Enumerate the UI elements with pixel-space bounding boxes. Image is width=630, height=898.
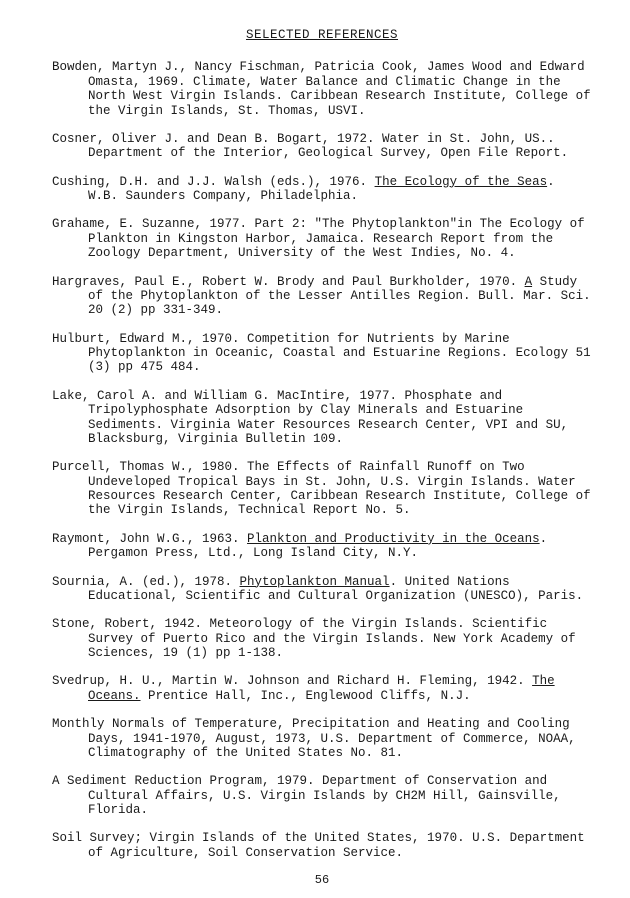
reference-text-pre: Soil Survey; Virgin Islands of the Unite… xyxy=(52,831,585,859)
reference-entry: A Sediment Reduction Program, 1979. Depa… xyxy=(52,774,592,817)
reference-text-pre: Lake, Carol A. and William G. MacIntire,… xyxy=(52,389,568,446)
reference-text-pre: Sournia, A. (ed.), 1978. xyxy=(52,575,240,589)
reference-underlined-title: Plankton and Productivity in the Oceans xyxy=(247,532,540,546)
reference-entry: Stone, Robert, 1942. Meteorology of the … xyxy=(52,617,592,660)
reference-text-pre: Hargraves, Paul E., Robert W. Brody and … xyxy=(52,275,525,289)
reference-text-pre: Hulburt, Edward M., 1970. Competition fo… xyxy=(52,332,591,375)
references-list: Bowden, Martyn J., Nancy Fischman, Patri… xyxy=(52,60,592,860)
reference-text-pre: Cushing, D.H. and J.J. Walsh (eds.), 197… xyxy=(52,175,375,189)
reference-entry: Hulburt, Edward M., 1970. Competition fo… xyxy=(52,332,592,375)
reference-underlined-title: A xyxy=(525,275,533,289)
page-number: 56 xyxy=(52,874,592,888)
reference-entry: Cosner, Oliver J. and Dean B. Bogart, 19… xyxy=(52,132,592,161)
reference-text-pre: Stone, Robert, 1942. Meteorology of the … xyxy=(52,617,576,660)
reference-entry: Sournia, A. (ed.), 1978. Phytoplankton M… xyxy=(52,575,592,604)
reference-underlined-title: The Ecology of the Seas xyxy=(375,175,548,189)
reference-text-pre: Bowden, Martyn J., Nancy Fischman, Patri… xyxy=(52,60,591,117)
reference-entry: Hargraves, Paul E., Robert W. Brody and … xyxy=(52,275,592,318)
reference-text-pre: Cosner, Oliver J. and Dean B. Bogart, 19… xyxy=(52,132,568,160)
reference-text-pre: Monthly Normals of Temperature, Precipit… xyxy=(52,717,576,760)
reference-text-post: Prentice Hall, Inc., Englewood Cliffs, N… xyxy=(141,689,471,703)
reference-text-pre: A Sediment Reduction Program, 1979. Depa… xyxy=(52,774,561,817)
reference-text-pre: Raymont, John W.G., 1963. xyxy=(52,532,247,546)
page-title: SELECTED REFERENCES xyxy=(52,28,592,42)
reference-text-pre: Purcell, Thomas W., 1980. The Effects of… xyxy=(52,460,591,517)
reference-entry: Grahame, E. Suzanne, 1977. Part 2: "The … xyxy=(52,217,592,260)
reference-entry: Bowden, Martyn J., Nancy Fischman, Patri… xyxy=(52,60,592,118)
reference-entry: Soil Survey; Virgin Islands of the Unite… xyxy=(52,831,592,860)
reference-text-pre: Svedrup, H. U., Martin W. Johnson and Ri… xyxy=(52,674,532,688)
page-container: SELECTED REFERENCES Bowden, Martyn J., N… xyxy=(0,0,630,898)
reference-entry: Purcell, Thomas W., 1980. The Effects of… xyxy=(52,460,592,518)
reference-entry: Cushing, D.H. and J.J. Walsh (eds.), 197… xyxy=(52,175,592,204)
reference-entry: Raymont, John W.G., 1963. Plankton and P… xyxy=(52,532,592,561)
reference-entry: Lake, Carol A. and William G. MacIntire,… xyxy=(52,389,592,447)
reference-entry: Svedrup, H. U., Martin W. Johnson and Ri… xyxy=(52,674,592,703)
reference-underlined-title: Phytoplankton Manual xyxy=(240,575,390,589)
reference-entry: Monthly Normals of Temperature, Precipit… xyxy=(52,717,592,760)
reference-text-pre: Grahame, E. Suzanne, 1977. Part 2: "The … xyxy=(52,217,585,260)
